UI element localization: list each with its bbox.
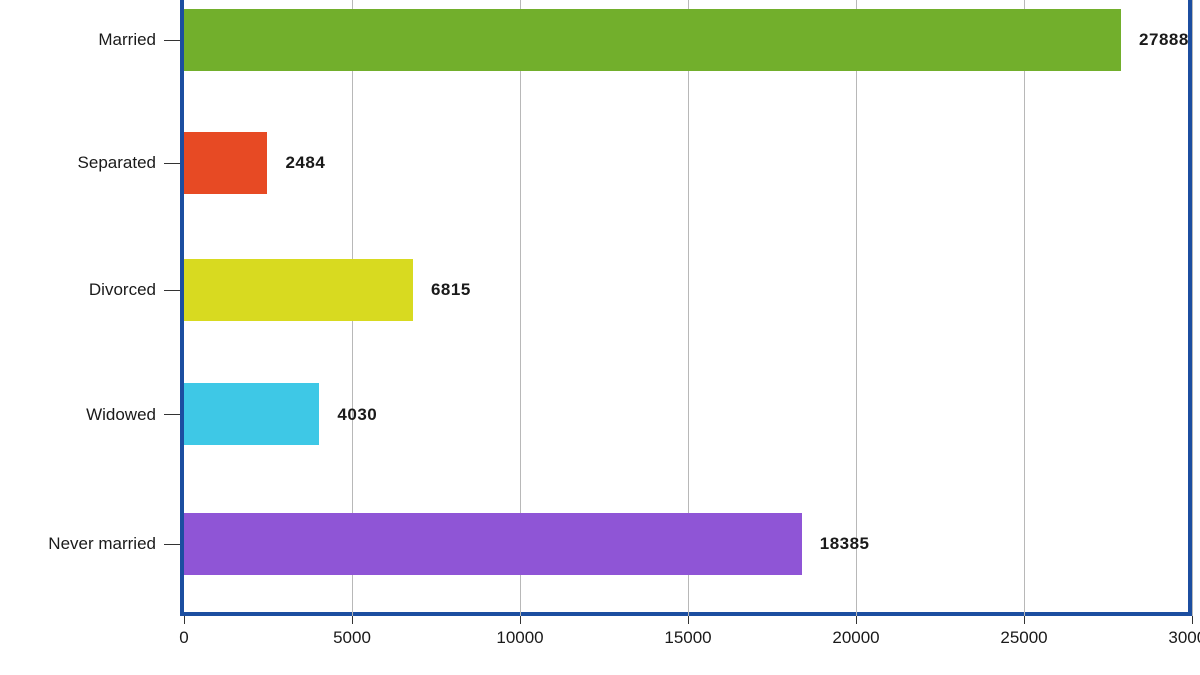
x-tick-label: 5000 bbox=[312, 628, 392, 648]
y-tick bbox=[164, 544, 180, 545]
x-tick-label: 15000 bbox=[648, 628, 728, 648]
plot-area: 27888 2484 6815 4030 18385 bbox=[180, 0, 1192, 616]
x-tick bbox=[520, 616, 521, 624]
bar-chart: 27888 2484 6815 4030 18385 0 5000 10000 15000 20… bbox=[0, 0, 1200, 675]
gridline bbox=[856, 0, 857, 616]
y-category-label: Widowed bbox=[86, 405, 156, 425]
bar bbox=[184, 259, 413, 321]
x-tick bbox=[856, 616, 857, 624]
bar-value-label: 6815 bbox=[431, 280, 471, 300]
y-tick bbox=[164, 290, 180, 291]
x-tick bbox=[688, 616, 689, 624]
x-tick-label: 10000 bbox=[480, 628, 560, 648]
bar bbox=[184, 383, 319, 445]
x-tick-label: 25000 bbox=[984, 628, 1064, 648]
y-tick bbox=[164, 414, 180, 415]
bar-value-label: 27888 bbox=[1139, 30, 1189, 50]
gridline bbox=[1192, 0, 1193, 616]
bar bbox=[184, 132, 267, 194]
y-category-label: Separated bbox=[78, 153, 156, 173]
x-tick bbox=[1024, 616, 1025, 624]
y-category-label: Married bbox=[98, 30, 156, 50]
x-tick bbox=[1192, 616, 1193, 624]
bar-value-label: 18385 bbox=[820, 534, 870, 554]
bar-value-label: 4030 bbox=[337, 405, 377, 425]
x-tick bbox=[184, 616, 185, 624]
x-axis bbox=[180, 612, 1192, 616]
x-tick-label: 30000 bbox=[1152, 628, 1200, 648]
bar bbox=[184, 9, 1121, 71]
bar bbox=[184, 513, 802, 575]
x-tick-label: 20000 bbox=[816, 628, 896, 648]
y-category-label: Divorced bbox=[89, 280, 156, 300]
y-tick bbox=[164, 163, 180, 164]
y-category-label: Never married bbox=[48, 534, 156, 554]
bar-value-label: 2484 bbox=[285, 153, 325, 173]
x-tick bbox=[352, 616, 353, 624]
x-tick-label: 0 bbox=[144, 628, 224, 648]
y-tick bbox=[164, 40, 180, 41]
gridline bbox=[1024, 0, 1025, 616]
